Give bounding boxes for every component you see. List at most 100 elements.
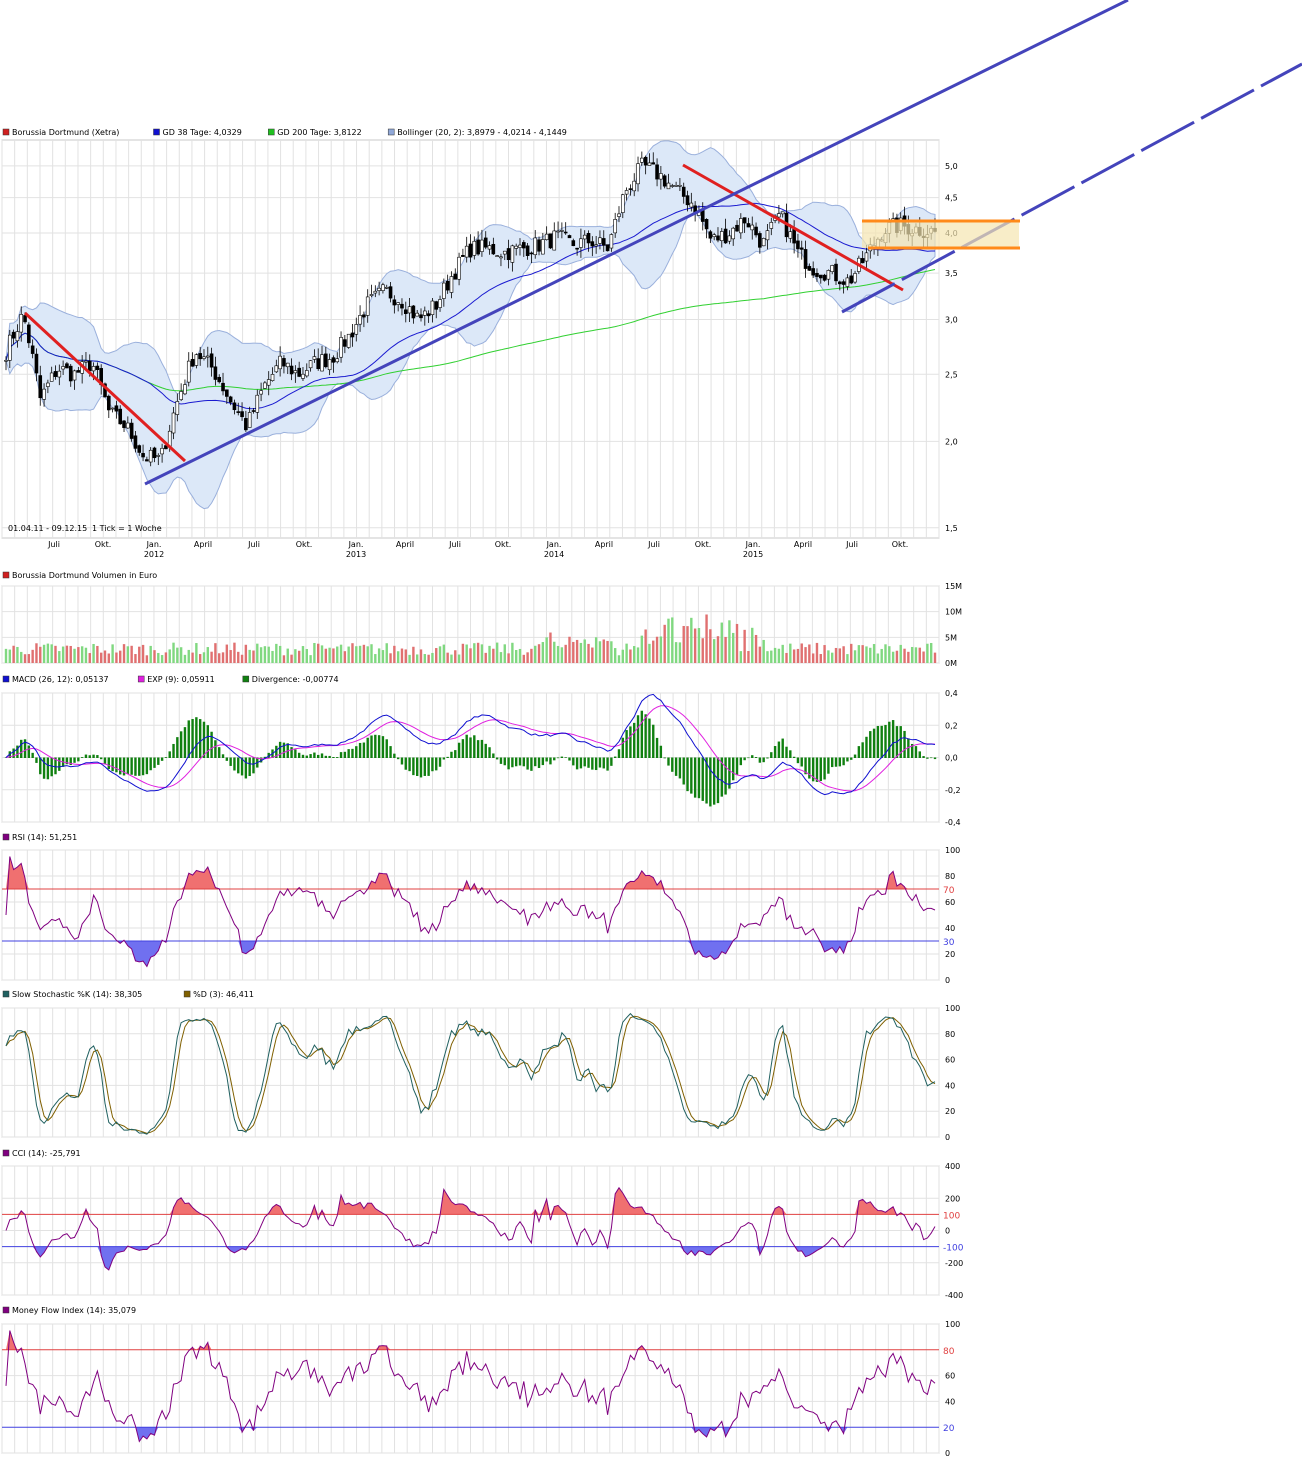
candle-body <box>373 290 378 294</box>
divergence-bar <box>12 748 15 758</box>
divergence-bar <box>686 757 689 792</box>
legend-label: EXP (9): 0,05911 <box>147 675 215 684</box>
volume-bar <box>263 646 267 663</box>
divergence-bar <box>834 757 838 767</box>
y-tick-label: 20 <box>945 1107 955 1116</box>
divergence-bar <box>229 757 232 766</box>
volume-bar <box>629 649 632 663</box>
volume-bar <box>267 646 270 663</box>
divergence-bar <box>160 757 164 761</box>
macd-signal-line <box>5 705 936 792</box>
volume-bar <box>709 629 712 663</box>
divergence-bar <box>324 755 328 758</box>
candle-body <box>141 453 145 458</box>
candle-body <box>205 355 210 358</box>
candle-body <box>518 244 522 248</box>
candle-body <box>643 156 648 166</box>
candle-body <box>502 250 507 255</box>
volume-bar <box>248 649 251 663</box>
candle-body <box>640 157 644 163</box>
candle-body <box>541 239 545 255</box>
divergence-bar <box>534 757 537 767</box>
divergence-bar <box>644 714 647 758</box>
divergence-bar <box>198 719 202 758</box>
candle-body <box>183 384 187 395</box>
candle-body <box>434 301 439 310</box>
candle-body <box>761 238 766 247</box>
candle-body <box>461 254 465 257</box>
divergence-bar <box>423 757 427 776</box>
volume-bar <box>652 640 655 663</box>
volume-bar <box>674 642 678 663</box>
candle-body <box>624 190 629 195</box>
volume-bar <box>762 639 765 663</box>
rsi-panel <box>1 849 940 981</box>
volume-bar <box>583 639 586 663</box>
volume-bar <box>777 648 781 663</box>
divergence-bar <box>766 757 769 759</box>
volume-bar <box>12 645 15 663</box>
volume-bar <box>339 644 343 663</box>
divergence-bar <box>884 724 887 758</box>
volume-bar <box>633 646 636 663</box>
volume-bar <box>910 646 914 663</box>
candle-body <box>411 305 416 319</box>
divergence-bar <box>435 757 438 771</box>
y-tick-label: 5,0 <box>945 162 958 171</box>
divergence-bar <box>480 739 484 758</box>
divergence-bar <box>138 757 141 776</box>
volume-bar <box>88 653 91 663</box>
volume-bar <box>808 644 811 663</box>
volume-bar <box>210 651 213 663</box>
volume-bar <box>884 644 887 663</box>
divergence-bar <box>522 757 526 767</box>
divergence-bar <box>278 741 282 758</box>
volume-bar <box>663 624 666 663</box>
y-tick-label: 0 <box>945 1227 950 1236</box>
volume-bar <box>724 636 727 663</box>
volume-bar <box>842 646 845 663</box>
candle-body <box>179 391 183 400</box>
candle-body <box>613 219 617 234</box>
divergence-bar <box>754 757 758 758</box>
candle-body <box>822 274 827 281</box>
volume-bar <box>457 654 461 663</box>
divergence-bar <box>918 751 921 758</box>
divergence-bar <box>617 749 621 758</box>
volume-bar <box>888 646 891 663</box>
divergence-bar <box>827 757 830 774</box>
divergence-bar <box>701 757 704 801</box>
candle-body <box>529 252 534 255</box>
divergence-bar <box>758 757 762 763</box>
volume-bar <box>206 647 209 663</box>
candle-body <box>65 363 69 369</box>
divergence-bar <box>400 757 404 765</box>
candle-body <box>228 396 233 403</box>
volume-bar <box>514 650 518 663</box>
candle-body <box>190 359 195 367</box>
volume-bar <box>415 654 419 663</box>
volume-bar <box>789 643 792 663</box>
candle-body <box>537 239 541 252</box>
divergence-bar <box>237 757 240 774</box>
divergence-bar <box>126 757 130 774</box>
divergence-bar <box>267 752 270 758</box>
volume-bar <box>644 629 647 663</box>
candle-body <box>304 370 309 377</box>
divergence-bar <box>663 757 666 759</box>
x-month-label: Jan. <box>745 540 761 549</box>
volume-bar <box>183 654 187 663</box>
volume-bar <box>168 649 171 663</box>
volume-bar <box>454 650 457 663</box>
divergence-bar <box>808 757 811 779</box>
y-tick-label: 40 <box>945 924 955 933</box>
volume-bar <box>518 648 522 663</box>
divergence-bar <box>141 757 145 776</box>
y-tick-label: 1,5 <box>945 524 958 533</box>
divergence-bar <box>27 745 31 758</box>
divergence-bar <box>537 757 541 769</box>
volume-bar <box>929 642 933 663</box>
volume-bar <box>237 651 240 663</box>
volume-bar <box>476 642 480 663</box>
volume-bar <box>712 639 716 663</box>
